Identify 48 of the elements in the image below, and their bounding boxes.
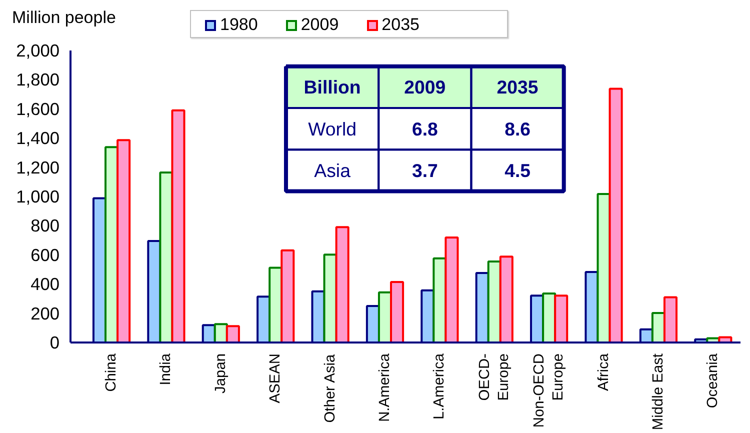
annotation: 2009 (404, 76, 446, 98)
legend-label: 1980 (219, 14, 258, 36)
annotation: Asia (314, 160, 352, 181)
x-tick-label: Japan (212, 353, 229, 394)
x-tick-label: OECD- Europe (476, 353, 512, 401)
y-tick-label: 2,000 (16, 40, 60, 60)
x-tick-label: Oceania (705, 352, 722, 408)
annotation: 6.8 (412, 118, 438, 140)
legend-label: 2035 (380, 14, 420, 36)
y-tick-label: 600 (30, 244, 60, 265)
bar (335, 226, 350, 342)
bar (280, 249, 295, 342)
annotation: 8.6 (504, 118, 530, 140)
y-tick-label: 1,400 (16, 128, 60, 148)
x-tick-label: L.America (432, 352, 448, 420)
annotation: 3.7 (412, 160, 438, 181)
y-tick-label: 1,800 (16, 70, 60, 90)
y-tick-label: 400 (30, 274, 60, 294)
bar (554, 294, 568, 342)
x-tick-label: Non-OECD Europe (531, 353, 567, 428)
bar (608, 88, 623, 342)
bar (444, 236, 459, 342)
annotation: 4.5 (504, 160, 530, 181)
bar (116, 139, 131, 342)
x-tick-label: China (104, 352, 120, 392)
bar (171, 109, 186, 342)
x-tick-label: India (158, 352, 174, 386)
y-tick-label: 1,000 (16, 186, 60, 206)
annotation: Billion (304, 76, 361, 98)
y-tick-label: 1,200 (16, 157, 60, 178)
y-axis-title: Million people (12, 7, 116, 29)
bar (499, 256, 514, 342)
bar (663, 296, 678, 342)
bar (390, 281, 404, 342)
bar (718, 336, 732, 342)
bar (226, 325, 240, 342)
y-tick-label: 0 (50, 332, 60, 352)
annotation: World (308, 118, 356, 140)
y-tick-label: 800 (30, 216, 60, 236)
x-tick-label: N.America (376, 352, 393, 422)
legend-label: 2009 (300, 14, 339, 36)
y-tick-label: 1,600 (16, 98, 60, 119)
annotation: 2035 (496, 76, 538, 98)
x-tick-label: Other Asia (322, 353, 338, 423)
x-tick-label: Africa (596, 352, 612, 391)
x-tick-label: Middle East (650, 353, 666, 430)
y-tick-label: 200 (30, 303, 60, 324)
x-tick-label: ASEAN (268, 354, 284, 404)
